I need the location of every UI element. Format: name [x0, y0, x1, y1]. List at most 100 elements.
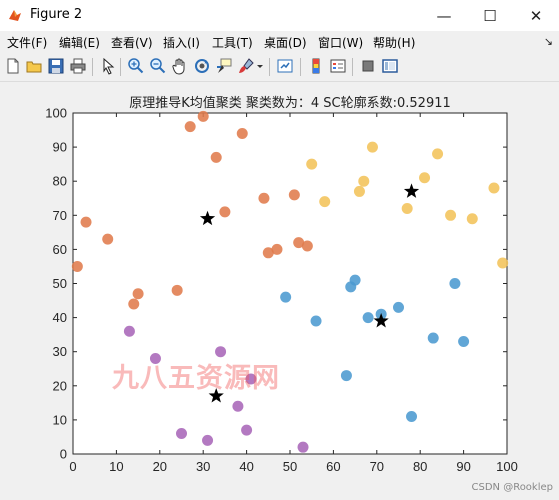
- data-point-cluster-2: [366, 141, 378, 153]
- data-point-cluster-1: [219, 206, 231, 218]
- data-point-cluster-3: [449, 278, 461, 289]
- data-point-cluster-1: [210, 151, 222, 163]
- y-tick-label: 80: [53, 174, 67, 189]
- data-point-cluster-3: [458, 335, 470, 347]
- link-plot-icon[interactable]: [276, 57, 294, 75]
- y-tick-label: 70: [53, 208, 67, 223]
- data-point-cluster-4: [176, 428, 187, 440]
- data-point-cluster-4: [245, 373, 257, 385]
- menu-window[interactable]: 窗口(W): [318, 36, 364, 50]
- colorbar-icon[interactable]: [307, 57, 325, 75]
- data-point-cluster-4: [241, 424, 253, 436]
- toolbar-separator: [269, 58, 270, 76]
- data-point-cluster-3: [362, 312, 374, 324]
- chevron-down-icon[interactable]: [256, 57, 264, 75]
- menu-view[interactable]: 查看(V): [111, 36, 153, 50]
- y-tick-label: 60: [53, 242, 67, 257]
- close-button[interactable]: ✕: [529, 6, 543, 25]
- y-tick-label: 100: [45, 106, 67, 121]
- rotate-3d-icon[interactable]: [193, 57, 211, 75]
- x-tick-label: 60: [326, 459, 340, 474]
- zoom-out-icon[interactable]: [149, 57, 167, 75]
- y-tick-label: 0: [60, 447, 67, 462]
- menu-help[interactable]: 帮助(H): [373, 36, 416, 50]
- y-tick-label: 90: [53, 140, 67, 155]
- zoom-in-icon[interactable]: [127, 57, 145, 75]
- menu-tools[interactable]: 工具(T): [212, 36, 253, 50]
- data-point-cluster-2: [419, 172, 431, 184]
- data-point-cluster-3: [393, 301, 404, 313]
- open-file-icon[interactable]: [25, 57, 43, 75]
- data-point-cluster-4: [202, 434, 214, 446]
- data-point-cluster-2: [497, 257, 509, 269]
- figure-toolbar: [0, 53, 559, 82]
- data-point-cluster-1: [262, 247, 274, 259]
- legend-icon[interactable]: [329, 57, 347, 75]
- hide-plot-tools-icon[interactable]: [359, 57, 377, 75]
- x-tick-label: 30: [196, 459, 210, 474]
- data-point-cluster-4: [297, 441, 309, 453]
- data-point-cluster-1: [258, 192, 270, 204]
- x-tick-label: 0: [69, 459, 76, 474]
- menu-file[interactable]: 文件(F): [7, 36, 48, 50]
- menu-insert[interactable]: 插入(I): [163, 36, 200, 50]
- watermark: 九八五资源网: [112, 363, 280, 394]
- data-point-cluster-2: [353, 185, 365, 197]
- dock-figure-icon[interactable]: ↘: [543, 35, 553, 48]
- data-point-cluster-4: [123, 325, 135, 337]
- data-point-cluster-1: [102, 233, 114, 245]
- show-plot-tools-icon[interactable]: [381, 57, 399, 75]
- data-point-cluster-1: [288, 189, 300, 201]
- credit-text: CSDN @Rooklep: [471, 482, 554, 493]
- minimize-button[interactable]: —: [436, 6, 452, 25]
- axes-box: [72, 112, 508, 455]
- data-point-cluster-2: [358, 175, 370, 187]
- data-point-cluster-1: [293, 237, 305, 249]
- data-point-cluster-4: [149, 353, 161, 365]
- data-point-cluster-3: [427, 332, 439, 344]
- scatter-points: [71, 110, 509, 453]
- centroid-star: [199, 210, 216, 226]
- toolbar-separator: [120, 58, 121, 76]
- save-icon[interactable]: [47, 57, 65, 75]
- data-point-cluster-2: [401, 202, 413, 214]
- edit-plot-arrow-icon[interactable]: [99, 57, 117, 75]
- data-point-cluster-1: [236, 127, 248, 139]
- x-tick-label: 50: [283, 459, 297, 474]
- maximize-button[interactable]: ☐: [483, 6, 497, 25]
- y-tick-label: 50: [53, 276, 67, 291]
- toolbar-separator: [352, 58, 353, 76]
- x-tick-label: 40: [239, 459, 253, 474]
- chart-title: 原理推导K均值聚类 聚类数为：4 SC轮廓系数:0.52911: [129, 96, 451, 111]
- brush-icon[interactable]: [237, 57, 255, 75]
- toolbar-separator: [300, 58, 301, 76]
- data-point-cluster-1: [128, 298, 140, 310]
- data-point-cluster-1: [271, 243, 283, 255]
- data-point-cluster-2: [432, 148, 444, 160]
- menu-desktop[interactable]: 桌面(D): [264, 36, 307, 50]
- x-tick-label: 70: [370, 459, 384, 474]
- x-tick-label: 10: [109, 459, 123, 474]
- y-tick-label: 40: [53, 310, 67, 325]
- y-tick-label: 20: [53, 378, 67, 393]
- data-point-cluster-1: [197, 110, 209, 122]
- data-point-cluster-1: [301, 240, 313, 252]
- data-point-cluster-1: [171, 284, 183, 296]
- data-cursor-icon[interactable]: [215, 57, 233, 75]
- axes-ticks: 0 10 20 30 40 50 60 70 80 90 100 0 10 20 30 40 50 60 70 80 9…: [45, 106, 518, 475]
- data-point-cluster-4: [232, 400, 244, 412]
- window-title: Figure 2: [30, 7, 83, 22]
- data-point-cluster-1: [184, 121, 196, 133]
- data-point-cluster-2: [306, 158, 318, 170]
- new-figure-icon[interactable]: [4, 57, 22, 75]
- centroid-star: [208, 388, 224, 403]
- menu-edit[interactable]: 编辑(E): [59, 36, 100, 50]
- data-point-cluster-1: [71, 260, 83, 272]
- pan-hand-icon[interactable]: [171, 57, 189, 75]
- data-point-cluster-3: [349, 274, 361, 286]
- data-point-cluster-3: [340, 370, 352, 382]
- data-point-cluster-2: [488, 182, 500, 194]
- centroid-star: [403, 183, 420, 198]
- print-icon[interactable]: [69, 57, 87, 75]
